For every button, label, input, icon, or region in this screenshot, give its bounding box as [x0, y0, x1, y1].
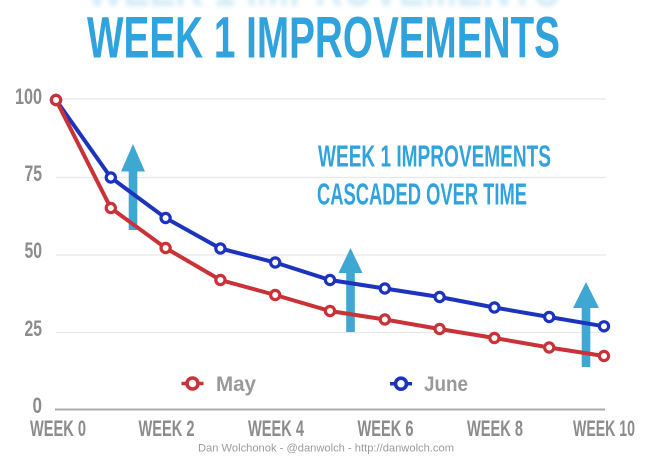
svg-text:WEEK 1 IMPROVEMENTS: WEEK 1 IMPROVEMENTS: [87, 6, 560, 71]
svg-text:WEEK 4: WEEK 4: [248, 416, 304, 441]
svg-text:Dan Wolchonok - @danwolch - ht: Dan Wolchonok - @danwolch - http://danwo…: [198, 443, 454, 455]
svg-text:50: 50: [25, 238, 43, 263]
svg-text:100: 100: [15, 84, 42, 109]
svg-text:WEEK 1 IMPROVEMENTS: WEEK 1 IMPROVEMENTS: [87, 0, 560, 19]
svg-text:WEEK 0: WEEK 0: [30, 416, 86, 441]
svg-text:75: 75: [25, 161, 43, 186]
svg-text:25: 25: [25, 316, 43, 341]
svg-text:CASCADED OVER TIME: CASCADED OVER TIME: [317, 178, 527, 212]
svg-text:WEEK 8: WEEK 8: [467, 416, 523, 441]
svg-text:WEEK 6: WEEK 6: [358, 416, 414, 441]
svg-text:WEEK 10: WEEK 10: [573, 416, 635, 441]
svg-text:WEEK 2: WEEK 2: [139, 416, 195, 441]
svg-text:June: June: [424, 373, 468, 396]
svg-text:WEEK 1 IMPROVEMENTS: WEEK 1 IMPROVEMENTS: [318, 140, 551, 174]
svg-text:May: May: [216, 373, 256, 396]
svg-text:0: 0: [33, 393, 43, 418]
